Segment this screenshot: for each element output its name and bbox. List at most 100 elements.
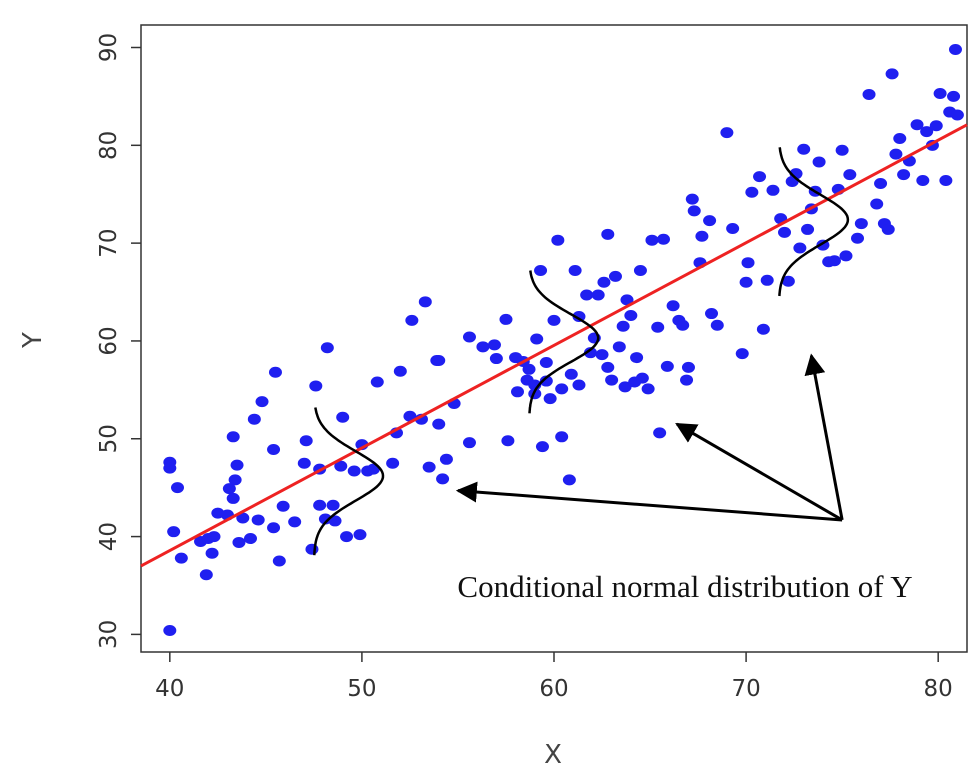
data-point [236, 512, 250, 524]
data-point [854, 218, 868, 230]
data-point [601, 228, 615, 240]
data-point [874, 177, 888, 189]
y-tick-label: 50 [96, 424, 122, 453]
labels: X Y Conditional normal distribution of Y [18, 332, 913, 770]
data-point [835, 144, 849, 156]
data-point [583, 347, 597, 359]
data-point [616, 320, 630, 332]
y-tick-label: 90 [96, 33, 122, 62]
data-point [487, 339, 501, 351]
data-point [947, 90, 961, 102]
data-point [633, 265, 647, 277]
data-point [320, 342, 334, 354]
data-point [851, 232, 865, 244]
data-point [641, 383, 655, 395]
data-point [326, 499, 340, 511]
data-point [222, 483, 236, 495]
data-point [313, 499, 327, 511]
data-point [897, 169, 911, 181]
annotation-arrows [455, 353, 844, 522]
data-point [393, 365, 407, 377]
data-point [597, 276, 611, 288]
data-point [843, 169, 857, 181]
data-point [793, 242, 807, 254]
data-point [418, 296, 432, 308]
data-point [499, 313, 513, 325]
annotation-arrow [455, 481, 843, 522]
data-point [568, 265, 582, 277]
annotation-arrow [675, 422, 843, 522]
data-point [309, 380, 323, 392]
data-point [753, 171, 767, 183]
data-point [950, 109, 964, 121]
data-point [681, 361, 695, 373]
data-point [163, 624, 177, 636]
data-point [605, 374, 619, 386]
data-point [645, 234, 659, 246]
data-point [893, 132, 907, 144]
data-point [353, 529, 367, 541]
data-point [501, 435, 515, 447]
data-point [680, 374, 694, 386]
data-point [653, 427, 667, 439]
data-point [267, 444, 281, 456]
data-point [334, 460, 348, 472]
data-point [530, 333, 544, 345]
data-point [207, 531, 221, 543]
data-point [572, 310, 586, 322]
data-point [522, 363, 536, 375]
data-point [562, 474, 576, 486]
data-point [564, 368, 578, 380]
data-point [543, 393, 557, 405]
data-point [889, 148, 903, 160]
data-point [328, 515, 342, 527]
y-tick-label: 60 [96, 326, 122, 355]
data-point [695, 230, 709, 242]
data-point [347, 465, 361, 477]
x-tick-label: 50 [347, 676, 376, 702]
data-point [720, 127, 734, 139]
data-point [756, 323, 770, 335]
data-point [797, 143, 811, 155]
data-point [612, 341, 626, 353]
y-tick-label: 70 [96, 228, 122, 257]
data-point [591, 289, 605, 301]
normal-curve [778, 147, 850, 297]
data-point [432, 418, 446, 430]
data-point [297, 457, 311, 469]
data-point [635, 372, 649, 384]
data-point [170, 482, 184, 494]
normal-curve [313, 407, 385, 556]
regression-line-group [140, 123, 968, 568]
data-point [812, 156, 826, 168]
data-point [630, 352, 644, 364]
axes: 40 50 60 70 80 30 40 50 60 70 80 90 [96, 24, 968, 702]
data-point [608, 270, 622, 282]
annotation-label: Conditional normal distribution of Y [457, 569, 912, 604]
data-point [422, 461, 436, 473]
data-point [687, 205, 701, 217]
data-point [251, 514, 265, 526]
data-point [910, 119, 924, 131]
data-point [462, 331, 476, 343]
data-point [535, 441, 549, 453]
data-point [436, 473, 450, 485]
data-point [735, 348, 749, 360]
x-tick-label: 40 [155, 676, 184, 702]
data-point [386, 457, 400, 469]
data-point [551, 234, 565, 246]
data-point [340, 531, 354, 543]
data-point [547, 314, 561, 326]
data-point [534, 265, 548, 277]
data-point [741, 257, 755, 269]
data-point [572, 379, 586, 391]
data-point [781, 275, 795, 287]
x-axis-title: X [544, 740, 562, 770]
data-point [624, 310, 638, 322]
data-point [370, 376, 384, 388]
y-tick-label: 30 [96, 620, 122, 649]
distribution-curves [313, 147, 850, 556]
data-point [226, 431, 240, 443]
data-point [933, 87, 947, 99]
data-point [555, 431, 569, 443]
